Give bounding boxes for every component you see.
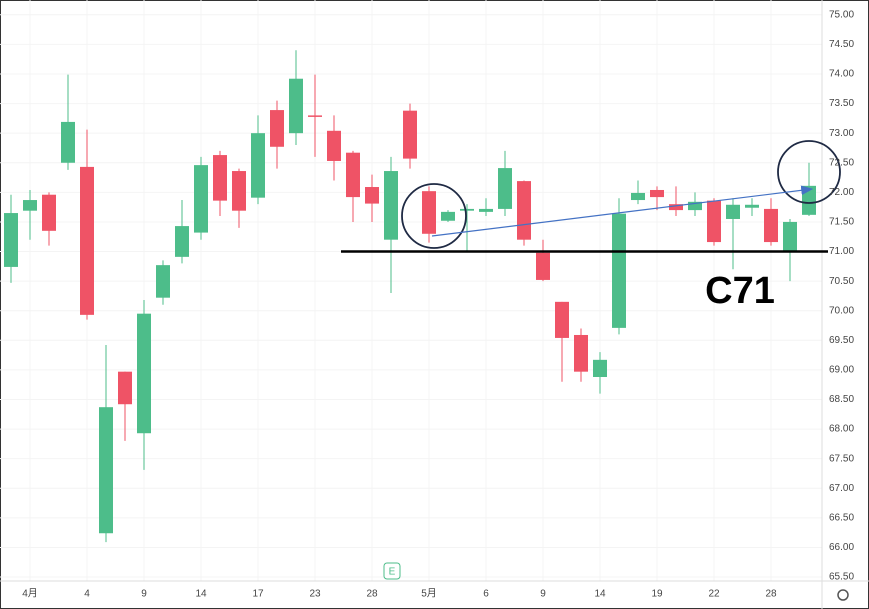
candle-body [42,194,56,231]
candle-body [555,301,569,338]
x-tick-label: 9 [540,589,546,600]
y-tick-label: 71.50 [829,217,854,228]
x-tick-label: 4 [84,589,90,600]
candle-body [669,204,683,211]
candle-body [574,334,588,372]
candle-body [745,204,759,208]
x-tick-label: 5月 [421,588,437,600]
highlight-circle [777,140,841,204]
candle-body [213,155,227,201]
candle-body [61,121,75,163]
annotation-text: C71 [705,270,775,312]
y-tick-label: 70.50 [829,276,854,287]
candle-body [517,181,531,240]
candle-body [479,208,493,212]
y-tick-label: 74.50 [829,39,854,50]
candle-body [631,192,645,201]
candle-body [118,371,132,405]
x-tick-label: 23 [309,589,321,600]
x-tick-label: 22 [708,589,720,600]
event-marker [383,562,401,580]
candle-body [80,166,94,315]
candle-body [422,191,436,234]
x-tick-label: 6 [483,589,489,600]
y-tick-label: 68.00 [829,424,854,435]
candle-body [688,201,702,211]
candle-body [536,252,550,280]
y-tick-label: 73.50 [829,98,854,109]
x-tick-label: 28 [765,589,777,600]
candle-body [783,221,797,252]
y-tick-label: 75.00 [829,9,854,20]
candle-body [403,110,417,159]
candle-body [23,200,37,211]
x-tick-label: 28 [366,589,378,600]
annotations: C71 E [383,140,849,601]
y-tick-label: 70.00 [829,305,854,316]
x-tick-label: 4月 [22,588,38,600]
y-tick-label: 69.00 [829,365,854,376]
candle-body [441,211,455,221]
highlight-circle [401,183,467,249]
candle-body [593,359,607,377]
y-tick-label: 66.50 [829,512,854,523]
candle-body [726,204,740,219]
candle-body [612,213,626,328]
candle-body [99,407,113,534]
candle-body [175,226,189,257]
y-tick-label: 67.50 [829,453,854,464]
candle-body [270,110,284,147]
y-tick-label: 71.00 [829,246,854,257]
candle-body [232,171,246,211]
trend-arrow [431,185,814,237]
x-tick-label: 14 [594,589,606,600]
candle-body [346,152,360,198]
y-tick-label: 73.00 [829,128,854,139]
candle-body [308,115,322,117]
y-tick-label: 68.50 [829,394,854,405]
y-tick-label: 67.00 [829,483,854,494]
x-tick-label: 14 [195,589,207,600]
x-tick-label: 17 [252,589,264,600]
candle-body [498,168,512,209]
candle-body [365,187,379,204]
candle-body [4,213,18,267]
candle-body [327,130,341,161]
candle-body [650,189,664,198]
candle-body [137,313,151,434]
candle-body [460,208,474,211]
y-tick-label: 72.00 [829,187,854,198]
x-tick-label: 19 [651,589,663,600]
y-tick-label: 65.50 [829,572,854,583]
y-tick-label: 72.50 [829,157,854,168]
y-tick-label: 69.50 [829,335,854,346]
event-marker-label: E [389,567,396,578]
candle-body [251,133,265,198]
y-tick-label: 66.00 [829,542,854,553]
settings-icon[interactable] [837,589,849,601]
candle-body [289,78,303,134]
x-tick-label: 9 [141,589,147,600]
candle-body [194,165,208,233]
candle-body [764,208,778,243]
candle-body [707,200,721,243]
candle-body [384,171,398,240]
y-tick-label: 74.00 [829,69,854,80]
candle-body [156,265,170,298]
